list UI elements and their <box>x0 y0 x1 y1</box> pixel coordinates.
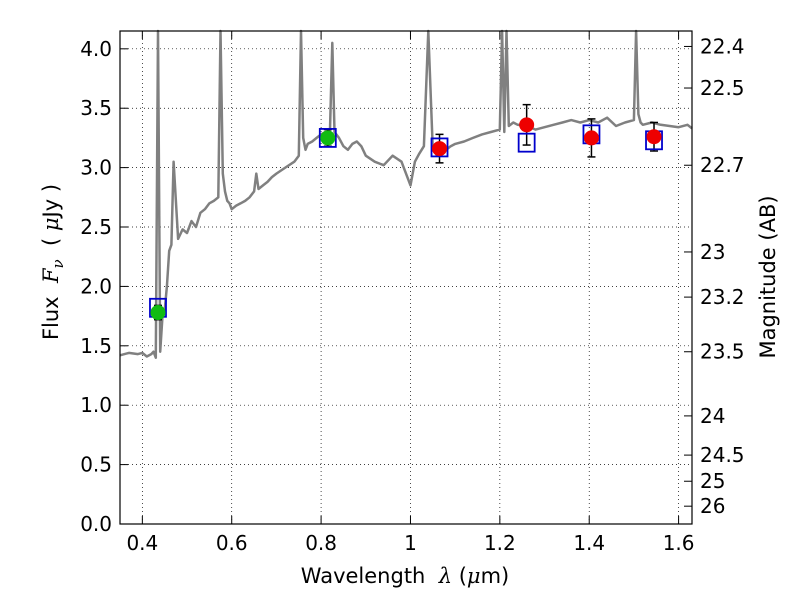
right-tick-label: 22.4 <box>700 34 745 58</box>
right-tick-label: 23 <box>700 240 725 264</box>
right-tick-label: 23.5 <box>700 340 745 364</box>
observed-point <box>432 141 448 157</box>
spectrum-line <box>119 29 693 359</box>
observed-point <box>150 305 166 321</box>
observed-point <box>646 129 662 145</box>
x-tick-label: 1.6 <box>663 531 695 555</box>
x-tick-label: 1.4 <box>573 531 605 555</box>
model-point <box>318 128 337 148</box>
y-axis-ticks: 0.0 0.5 1.0 1.5 2.0 2.5 3.0 3.5 4.0 <box>80 37 128 536</box>
observed-point <box>320 130 336 146</box>
observed-point <box>519 117 535 133</box>
grid-lines <box>120 31 692 525</box>
right-tick-label: 22.7 <box>700 153 745 177</box>
y-tick-label: 2.5 <box>80 215 112 239</box>
right-tick-label: 24.5 <box>700 443 745 467</box>
y-tick-label: 0.5 <box>80 453 112 477</box>
y-tick-label: 1.0 <box>80 393 112 417</box>
right-tick-label: 22.5 <box>700 76 745 100</box>
y-tick-label: 1.5 <box>80 334 112 358</box>
right-tick-label: 23.2 <box>700 285 745 309</box>
x-tick-label: 1.2 <box>484 531 516 555</box>
x-axis-ticks: 0.4 0.6 0.8 1 1.2 1.4 1.6 <box>126 31 695 555</box>
model-point <box>517 132 536 153</box>
y-tick-label: 2.0 <box>80 274 112 298</box>
x-tick-label: 0.6 <box>216 531 248 555</box>
y-tick-label: 4.0 <box>80 37 112 61</box>
x-tick-label: 1 <box>404 531 417 555</box>
photometry-points <box>149 103 663 321</box>
plot-frame <box>119 30 693 525</box>
spectrum-layer <box>119 29 693 359</box>
observed-point <box>583 130 599 146</box>
right-tick-label: 25 <box>700 469 725 493</box>
right-axis-label: Magnitude (AB) <box>756 195 780 358</box>
y-tick-label: 3.0 <box>80 156 112 180</box>
y-tick-label: 3.5 <box>80 96 112 120</box>
right-tick-label: 26 <box>700 494 725 518</box>
x-tick-label: 0.4 <box>126 531 158 555</box>
y-axis-label: Flux Fν ( μJy ) <box>39 184 67 340</box>
x-tick-label: 0.8 <box>305 531 337 555</box>
model-point <box>430 137 449 158</box>
y-tick-label: 0.0 <box>80 512 112 536</box>
x-axis-label: Wavelength λ (μm) <box>301 564 509 588</box>
right-tick-label: 24 <box>700 404 725 428</box>
